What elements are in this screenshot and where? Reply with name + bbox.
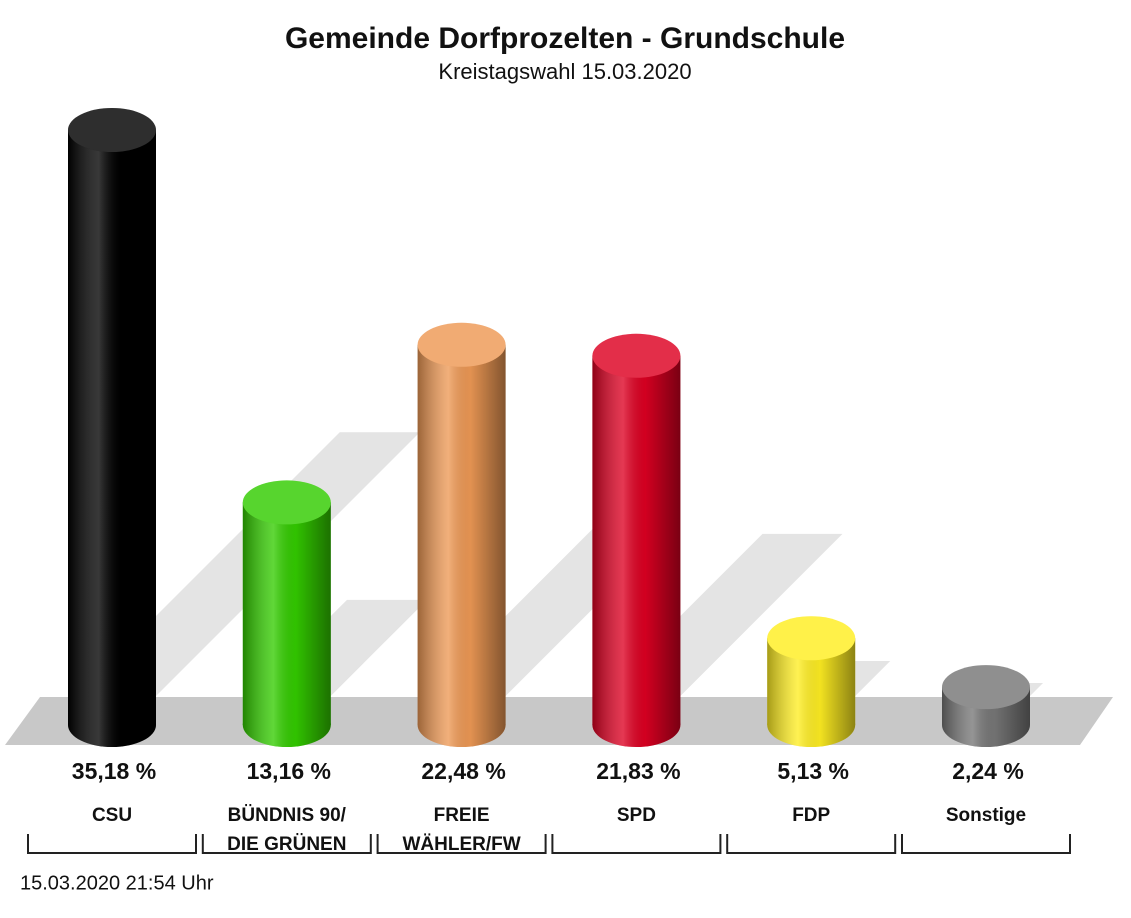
- bar: [767, 616, 856, 747]
- category-label: DIE GRÜNEN: [227, 834, 346, 855]
- bar-top-shade: [242, 480, 331, 525]
- bar-top: [767, 616, 856, 661]
- value-label: 35,18 %: [72, 758, 156, 784]
- bar-top: [592, 333, 681, 378]
- category-bracket: [901, 834, 1071, 854]
- category-label: FREIE: [434, 805, 490, 826]
- bar-top-shade: [417, 322, 506, 367]
- category-label: WÄHLER/FW: [402, 834, 520, 855]
- bar-top: [417, 322, 506, 367]
- category-label: Sonstige: [946, 805, 1026, 826]
- value-label: 2,24 %: [952, 758, 1024, 784]
- category-label: SPD: [617, 805, 656, 826]
- bar-body-shade: [242, 502, 331, 725]
- bar-top-shade: [592, 333, 681, 378]
- bar: [942, 665, 1030, 747]
- bar-top-shade: [942, 665, 1030, 710]
- bar: [68, 108, 156, 747]
- bar-top: [942, 665, 1030, 710]
- bars: [68, 108, 1030, 747]
- bar-top: [242, 480, 331, 525]
- chart-title: Gemeinde Dorfprozelten - Grundschule: [285, 22, 845, 55]
- value-label: 22,48 %: [421, 758, 505, 784]
- category-bracket: [201, 834, 372, 854]
- footnote: 15.03.2020 21:54 Uhr: [20, 872, 214, 894]
- bar-top-shade: [767, 616, 856, 661]
- category-bracket: [27, 834, 197, 854]
- bar: [242, 480, 331, 747]
- category-label: FDP: [792, 805, 830, 826]
- chart-subtitle: Kreistagswahl 15.03.2020: [438, 59, 691, 84]
- category-label: CSU: [92, 805, 132, 826]
- category-bracket: [726, 834, 897, 854]
- bar: [592, 333, 681, 747]
- shadows: [72, 432, 1044, 700]
- bar-body-shade: [417, 344, 506, 725]
- value-label: 21,83 %: [596, 758, 680, 784]
- value-label: 13,16 %: [247, 758, 331, 784]
- category-bracket: [551, 834, 722, 854]
- bar-body-shade: [592, 355, 681, 725]
- category-label: BÜNDNIS 90/: [228, 805, 347, 826]
- value-label: 5,13 %: [777, 758, 849, 784]
- category-bracket: [376, 834, 547, 854]
- bar-body-shade: [68, 130, 156, 725]
- bar-top: [68, 108, 156, 152]
- bar: [417, 322, 506, 747]
- bar-top-shade: [68, 108, 156, 152]
